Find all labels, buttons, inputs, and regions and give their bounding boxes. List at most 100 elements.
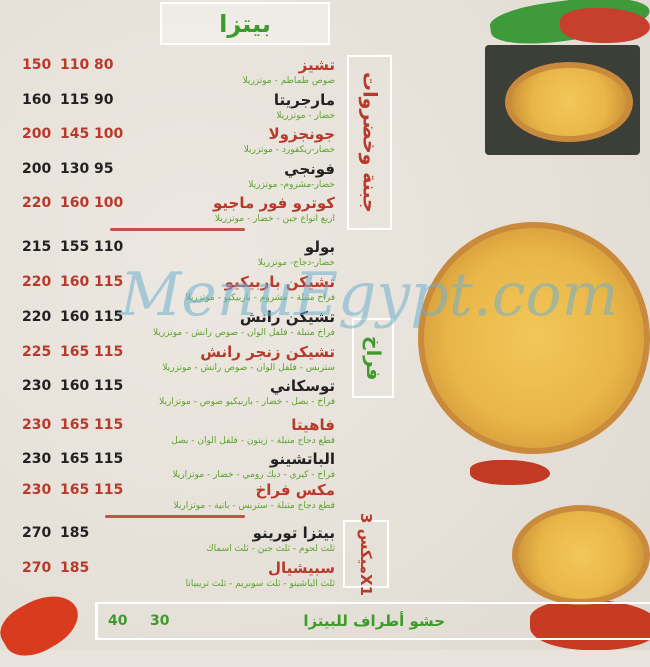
item-description: ثلث لحوم - ثلث جبن - ثلث اسماك [206,544,335,554]
item-price: 270 [22,560,52,576]
item-price: 200 [22,126,52,142]
item-price: 185 [60,560,90,576]
item-price: 160 [60,195,90,211]
menu-item: تشيكن زنجر رانش ستربس - فلفل الوان - صوص … [0,343,335,377]
item-name: سبيشيال [267,559,335,577]
watermark: MenuEgypt.com [120,260,619,330]
pizza-photo-large [418,222,650,454]
item-price: 110 [60,57,90,73]
item-description: خضار-مشروم- موتزريلا [248,180,335,190]
item-price: 220 [22,195,52,211]
item-name: تشيكن زنجر رانش [200,343,335,361]
item-price: 220 [22,274,52,290]
menu-item: سبيشيال ثلث الباشينو - ثلث سوبريم - ثلث ت… [0,559,335,593]
item-name: الباتشينو [269,450,335,468]
menu-item: الباتشينو فراخ - كيري - ديك رومي - خضار -… [0,450,335,484]
divider-stroke [105,515,245,518]
item-name: فونجي [284,160,335,178]
item-price: 165 [60,344,90,360]
menu-item: مكس فراخ قطع دجاج متبلة - ستربس - بانية -… [0,481,335,515]
item-price: 130 [60,161,90,177]
item-description: قطع دجاج متبلة - زيتون - فلفل الوان - بص… [171,436,335,446]
crust-stuffing-bar: حشو أطراف للبيتزا 40 30 [95,602,650,640]
item-price: 115 [60,92,90,108]
crust-label: حشو أطراف للبيتزا [303,612,445,630]
crust-price: 40 [108,613,128,629]
red-splash [560,8,650,43]
item-price: 115 [94,378,124,394]
item-price: 150 [22,57,52,73]
section-label: ميكس 3X1 [357,512,375,596]
section-chicken: فراخ [352,318,394,398]
item-description: صوص طماطم - موتزريلا [242,76,335,86]
item-name: كوترو فور ماجيو [213,194,335,212]
item-price: 155 [60,239,90,255]
item-price: 100 [94,195,124,211]
item-price: 100 [94,126,124,142]
item-name: مكس فراخ [255,481,335,499]
item-price: 230 [22,482,52,498]
menu-item: فونجي خضار-مشروم- موتزريلا 200 130 95 [0,160,335,194]
item-description: فراخ - كيري - ديك رومي - خضار - موتزاريل… [172,470,335,480]
item-price: 115 [94,417,124,433]
item-description: خضار-دجاج- موتزريلا [257,258,335,268]
item-price: 80 [94,57,114,73]
menu-item: جونجزولا خضار-ريكفورد - موتزريلا 200 145 100 [0,125,335,159]
item-price: 215 [22,239,52,255]
item-price: 115 [94,482,124,498]
page-title: بيتزا [219,9,271,38]
item-price: 185 [60,525,90,541]
menu-item: بولو خضار-دجاج- موتزريلا 215 155 110 [0,238,335,272]
item-price: 115 [94,344,124,360]
section-label: جبنة وخضروات [358,72,381,213]
item-price: 165 [60,482,90,498]
item-price: 90 [94,92,114,108]
item-price: 95 [94,161,114,177]
item-name: بيتزا تورينو [252,524,335,542]
item-description: خضار - موتزريلا [276,111,335,121]
item-price: 225 [22,344,52,360]
menu-item: تشيز صوص طماطم - موتزريلا 150 110 80 [0,56,335,90]
red-splash-mid [470,460,550,485]
item-name: توسكاني [270,377,335,395]
item-price: 115 [94,274,124,290]
pizza-photo-top [505,62,633,142]
section-label: فراخ [362,335,384,381]
item-price: 160 [60,309,90,325]
menu-item: بيتزا تورينو ثلث لحوم - ثلث جبن - ثلث اسم… [0,524,335,558]
menu-item: فاهيتا قطع دجاج متبلة - زيتون - فلفل الوا… [0,416,335,450]
divider-stroke [110,228,245,231]
item-price: 160 [60,274,90,290]
pizza-photo-bottom [512,505,650,605]
item-price: 160 [60,378,90,394]
item-price: 165 [60,451,90,467]
item-price: 270 [22,525,52,541]
item-name: تشيكن رانش [239,308,335,326]
item-description: ثلث الباشينو - ثلث سوبريم - ثلث تريبيانا [185,579,335,589]
item-name: تشيز [298,56,335,74]
item-name: جونجزولا [268,125,335,143]
item-description: اربع انواع جبن - خضار - موتزريلا [214,214,335,224]
item-price: 145 [60,126,90,142]
menu-item: كوترو فور ماجيو اربع انواع جبن - خضار - م… [0,194,335,228]
item-price: 200 [22,161,52,177]
item-description: فراخ متبلة - فلفل الوان - صوص رانش - موت… [153,328,335,338]
title-box: بيتزا [160,2,330,45]
menu-item: مارجريتا خضار - موتزريلا 160 115 90 [0,91,335,125]
item-price: 110 [94,239,124,255]
item-price: 165 [60,417,90,433]
item-description: ستربس - فلفل الوان - صوص رانش - موتزريلا [162,363,335,373]
item-price: 230 [22,378,52,394]
item-price: 230 [22,451,52,467]
item-name: تشيكن باربيكيو [224,273,335,291]
item-name: فاهيتا [291,416,335,434]
item-description: قطع دجاج متبلة - ستربس - بانية - موتزاري… [173,501,335,511]
item-description: خضار-ريكفورد - موتزريلا [243,145,335,155]
item-name: بولو [304,238,335,256]
menu-item: تشيكن رانش فراخ متبلة - فلفل الوان - صوص … [0,308,335,342]
crust-price: 30 [150,613,170,629]
red-splash-right [530,600,650,650]
menu-item: توسكاني فراخ - بصل - خضار - باربيكيو صوص … [0,377,335,411]
section-mix: ميكس 3X1 [343,513,389,596]
menu-item: تشيكن باربيكيو فراخ متبلة - مشروم - باربي… [0,273,335,307]
